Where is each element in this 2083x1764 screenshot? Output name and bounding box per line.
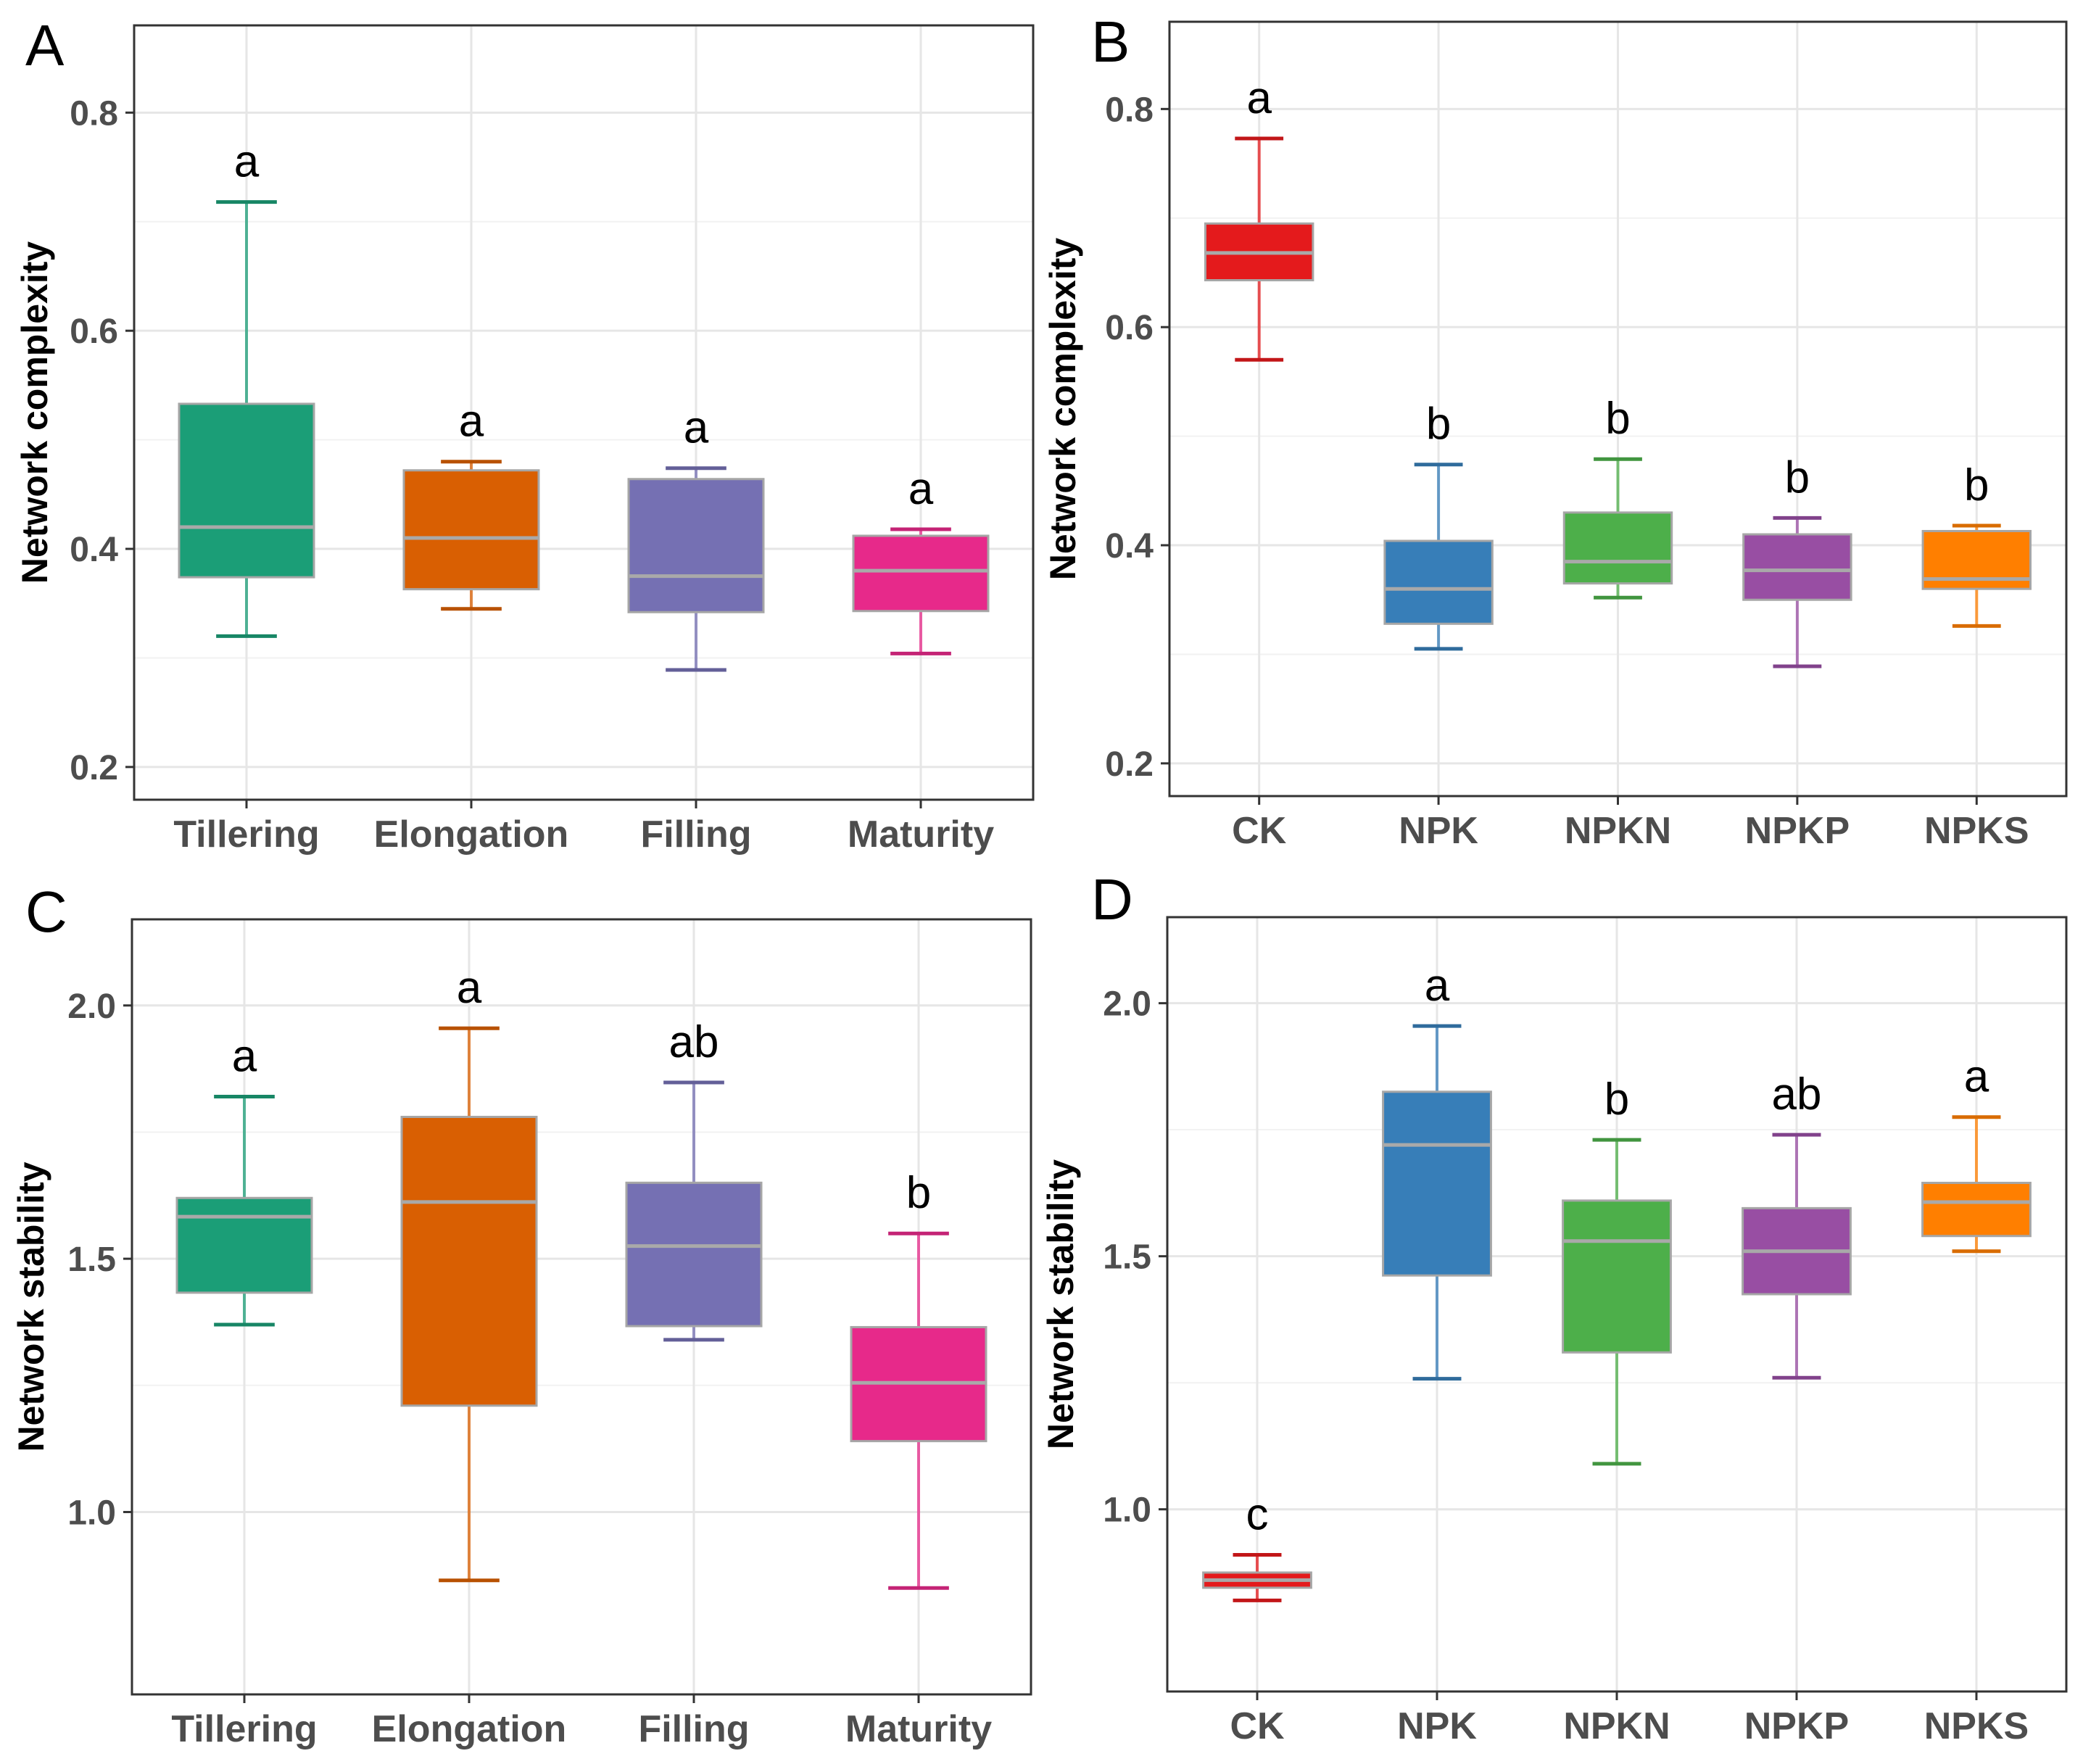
x-category-label: NPKS [1924, 1705, 2029, 1747]
panel-border [133, 24, 1035, 801]
box-maturity [852, 534, 990, 613]
x-category-label: Tillering [171, 1708, 317, 1750]
panel-letter: B [1091, 9, 1130, 74]
panel-a: a a a a 0.2 0.4 0.6 0.8 Tillering Elongation Filli… [15, 13, 1035, 856]
significance-label: a [1246, 73, 1272, 123]
y-axis-title: Network complexity [1043, 238, 1083, 581]
x-category-label: Tillering [173, 813, 319, 856]
x-category-label: NPKS [1924, 810, 2029, 852]
significance-label: b [906, 1168, 931, 1218]
x-category-label: NPKN [1565, 810, 1671, 852]
significance-label: b [1604, 1074, 1629, 1125]
x-category-label: Maturity [848, 813, 994, 856]
panel-b: a b b b b 0.2 0.4 0.6 0.8 CK NPK NPKN NPKP NPKS Networ… [1043, 9, 2068, 852]
box-npk [1382, 1090, 1492, 1277]
x-category-label: NPKP [1745, 810, 1850, 852]
box-tillering [175, 1196, 313, 1294]
significance-label: a [1425, 961, 1450, 1011]
box-elongation [400, 1115, 538, 1407]
y-tick-label: 0.2 [70, 749, 118, 787]
significance-label: ab [669, 1017, 719, 1067]
y-tick-label: 0.6 [1105, 309, 1154, 347]
panel-letter: C [25, 879, 67, 944]
x-category-label: NPK [1399, 810, 1478, 852]
box-npkn [1562, 511, 1673, 585]
significance-label: c [1246, 1490, 1269, 1540]
significance-label: a [459, 397, 484, 447]
x-category-label: CK [1230, 1705, 1285, 1747]
box-filling [627, 478, 765, 613]
x-category-label: NPK [1397, 1705, 1477, 1747]
y-tick-label: 2.0 [67, 987, 116, 1026]
significance-label: b [1605, 394, 1630, 444]
y-tick-label: 0.8 [70, 94, 118, 133]
significance-label: ab [1772, 1069, 1822, 1119]
y-tick-label: 0.6 [70, 312, 118, 351]
significance-label: a [234, 137, 260, 187]
y-tick-label: 0.4 [70, 531, 118, 569]
y-tick-label: 1.0 [67, 1494, 116, 1532]
y-axis-title: Network stability [11, 1161, 51, 1452]
box-npkp [1742, 533, 1852, 601]
x-category-label: Elongation [372, 1708, 567, 1750]
x-category-label: Elongation [374, 813, 569, 856]
box-filling [625, 1181, 763, 1328]
panel-letter: A [25, 13, 65, 78]
y-tick-label: 0.8 [1105, 91, 1154, 129]
panel-border [131, 918, 1032, 1696]
box-tillering [178, 402, 315, 579]
y-axis-title: Network complexity [15, 241, 55, 584]
y-tick-label: 1.5 [67, 1241, 116, 1279]
y-axis-title: Network stability [1040, 1159, 1081, 1449]
y-tick-label: 1.5 [1103, 1238, 1151, 1277]
significance-label: b [1785, 452, 1810, 502]
box-npkn [1562, 1199, 1672, 1354]
significance-label: b [1426, 399, 1451, 450]
panel-letter: D [1091, 867, 1133, 932]
significance-label: b [1964, 460, 1989, 510]
significance-label: a [1964, 1052, 1989, 1102]
y-tick-label: 2.0 [1103, 985, 1151, 1024]
box-elongation [402, 469, 540, 591]
significance-label: a [908, 464, 934, 514]
y-tick-label: 0.2 [1105, 745, 1154, 784]
x-category-label: Filling [638, 1708, 749, 1750]
x-category-label: NPKN [1563, 1705, 1670, 1747]
significance-label: a [684, 403, 709, 453]
panel-c: a a ab b 1.0 1.5 2.0 Tillering Elongation Filling… [11, 879, 1032, 1750]
box-npk [1383, 539, 1494, 625]
x-category-label: Maturity [845, 1708, 992, 1750]
x-category-label: Filling [640, 813, 751, 856]
y-tick-label: 1.0 [1103, 1491, 1151, 1530]
x-category-label: CK [1232, 810, 1287, 852]
box-npks [1921, 1181, 2032, 1238]
significance-label: a [232, 1032, 257, 1082]
significance-label: a [457, 963, 482, 1013]
x-category-label: NPKP [1744, 1705, 1849, 1747]
y-tick-label: 0.4 [1105, 527, 1154, 566]
panel-d: cab ab a1.01.52.0CK NPK NPKN NPKP NPKSNetwork … [1040, 867, 2068, 1747]
